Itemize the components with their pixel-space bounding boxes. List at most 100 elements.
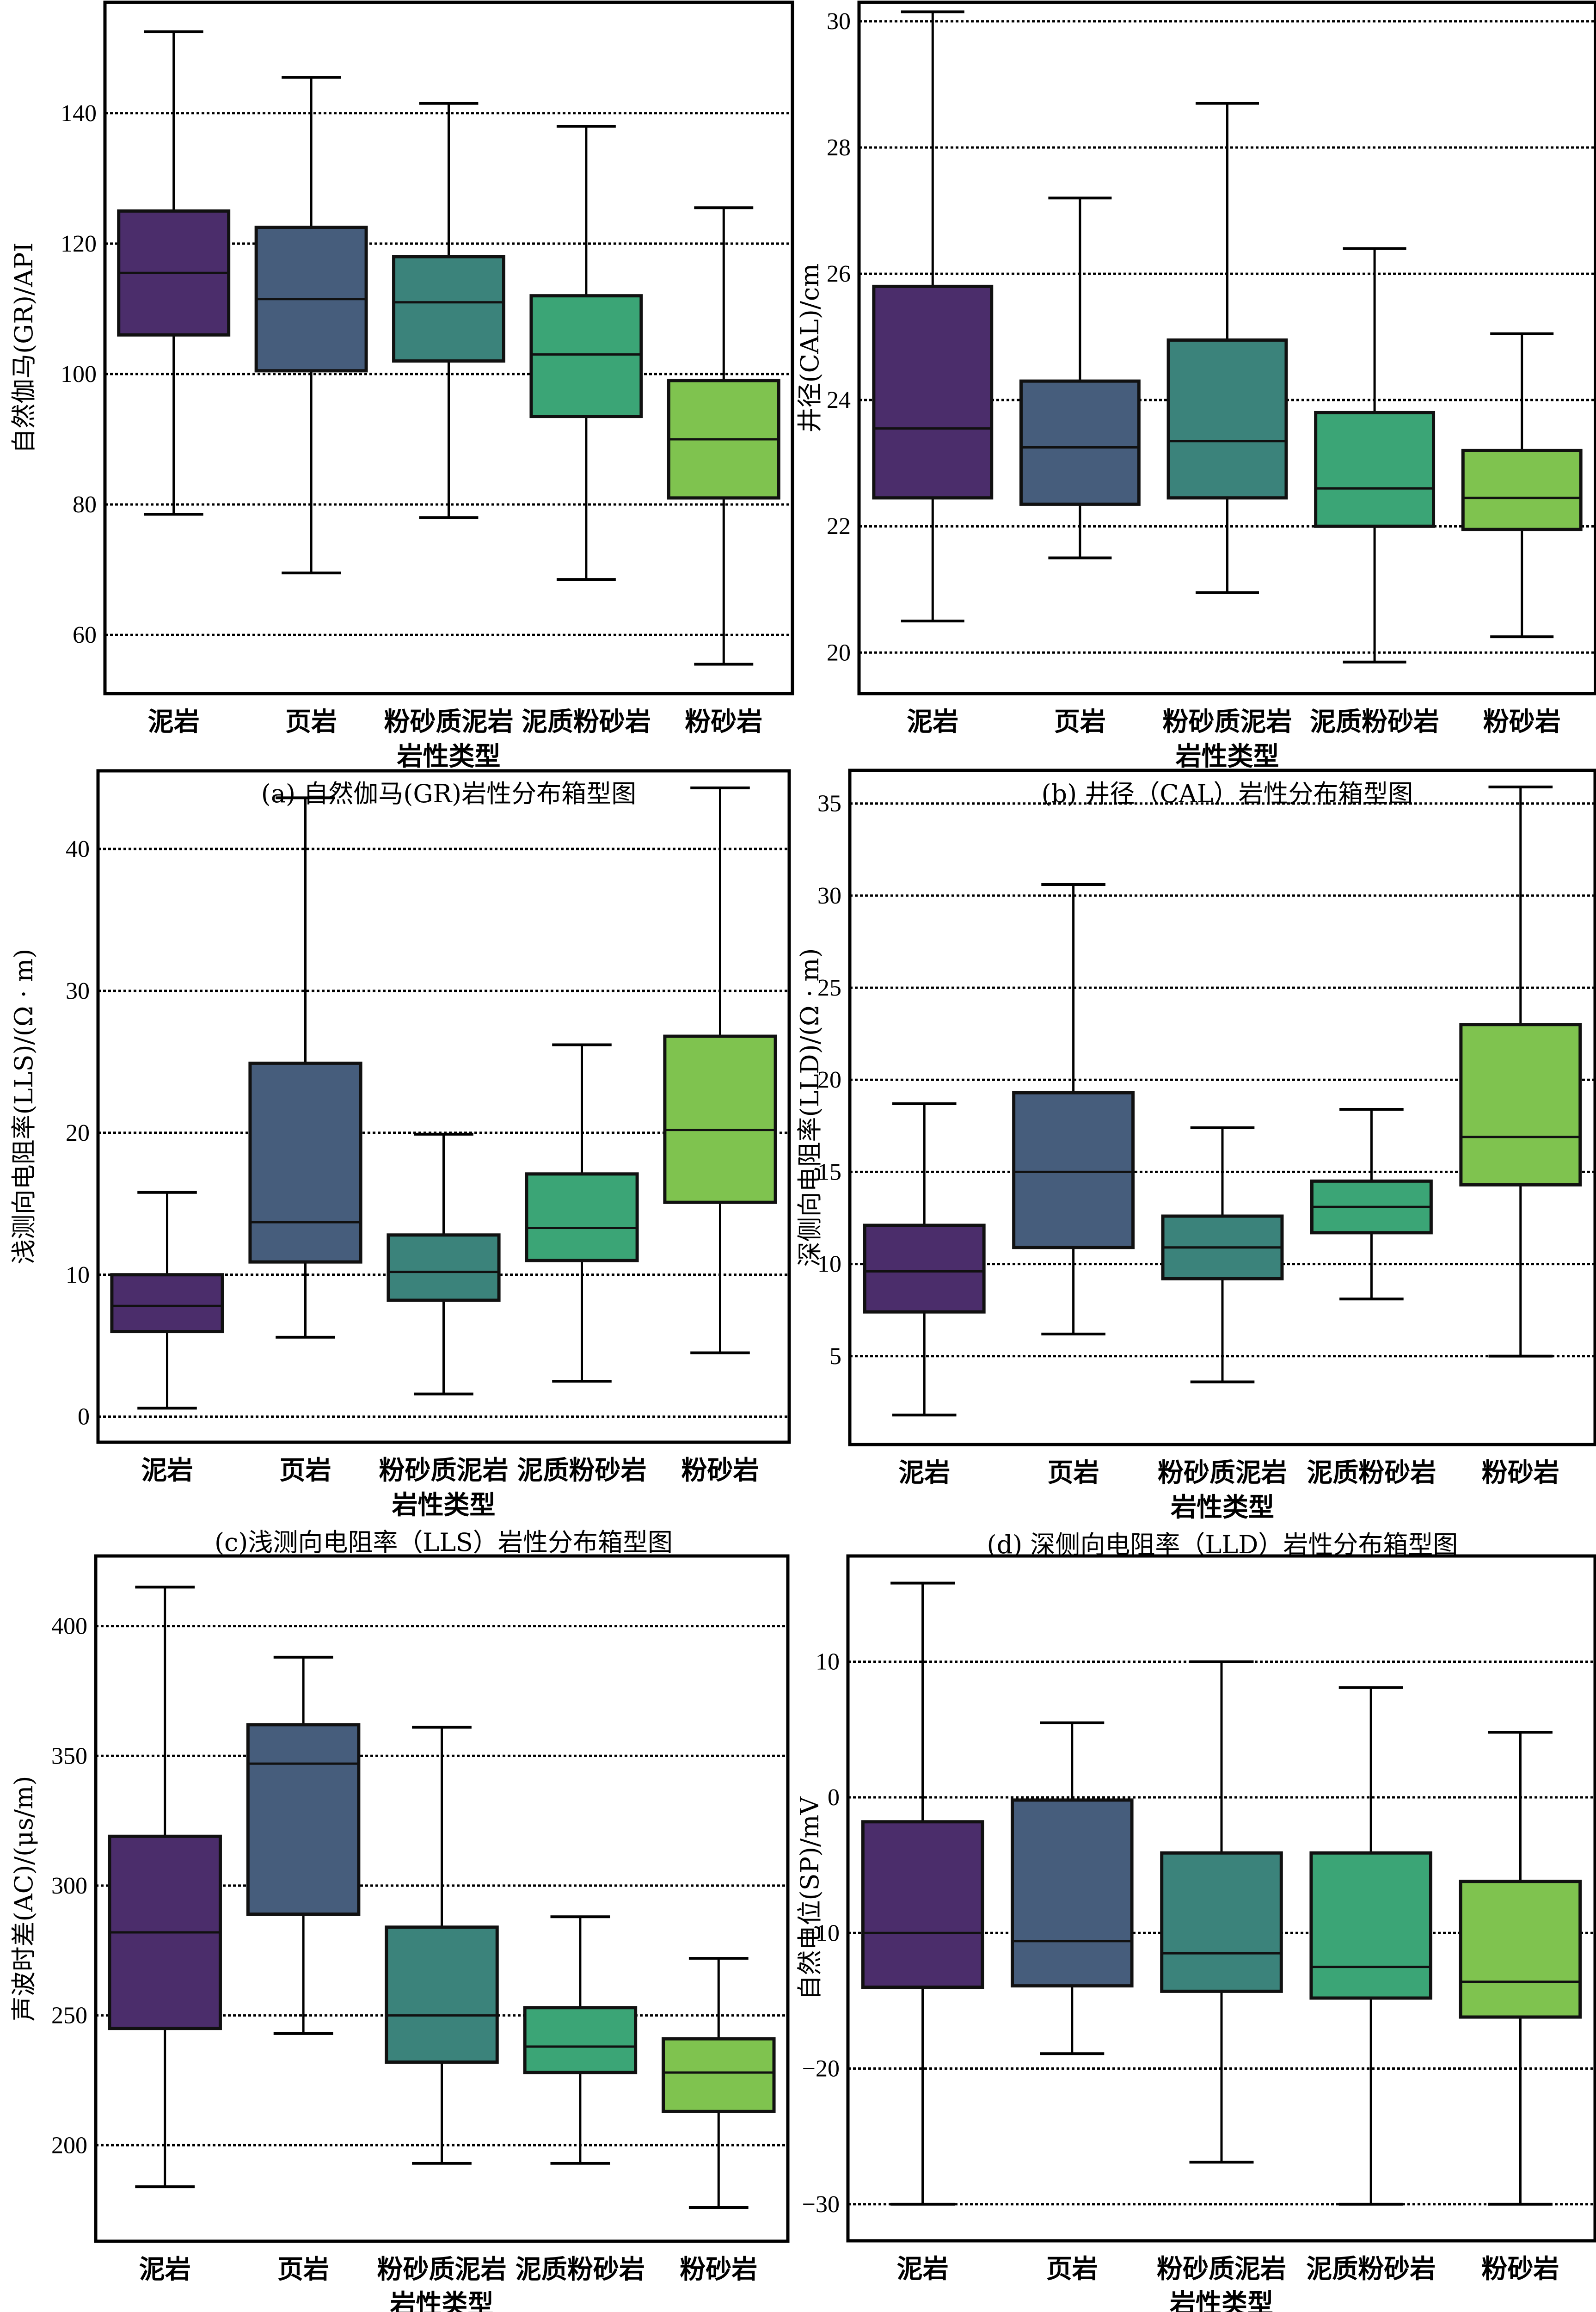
y-tick-label: 10 [817,1251,841,1278]
x-tick-label: 泥岩 [139,2255,191,2285]
y-tick-label: 26 [827,261,851,287]
box-3 [523,1915,638,2165]
x-tick-label: 泥质粉砂岩 [1306,2254,1436,2284]
y-tick-label: 400 [51,1613,87,1640]
y-tick-label: 35 [817,791,841,817]
plot-frame [846,1554,1596,2243]
iqr-box [662,2037,776,2113]
box-3 [1310,1107,1433,1301]
x-axis-title: 岩性类型 [1170,2289,1273,2312]
y-axis-title: 深侧向电阻率(LLD)/(Ω · m) [795,948,824,1267]
box-2 [1161,1126,1284,1384]
x-tick-label: 泥岩 [898,1458,950,1488]
box-1 [1012,883,1135,1335]
x-tick-label: 粉砂岩 [685,707,762,737]
iqr-box [385,1925,499,2064]
x-tick-label: 泥岩 [141,1456,193,1486]
y-tick-label: 30 [817,883,841,909]
iqr-box [1019,379,1141,506]
x-tick-label: 页岩 [285,707,337,737]
y-tick-label: 20 [817,1067,841,1093]
y-tick-label: 5 [829,1343,841,1370]
x-tick-label: 页岩 [1048,1458,1099,1488]
iqr-box [1309,1851,1432,2000]
iqr-box [529,294,643,418]
x-tick-label: 泥岩 [897,2254,949,2284]
iqr-box [1012,1091,1135,1249]
iqr-box [392,255,505,363]
box-0 [863,1102,986,1417]
iqr-box [248,1061,362,1264]
x-tick-label: 页岩 [1046,2254,1098,2284]
box-1 [1019,197,1141,560]
box-3 [1314,247,1436,664]
iqr-box [872,284,994,500]
box-4 [1459,1731,1582,2206]
box-2 [387,1132,501,1396]
iqr-box [1459,1023,1582,1187]
box-3 [1309,1686,1432,2206]
x-tick-label: 粉砂质泥岩 [1158,1458,1287,1488]
x-tick-label: 粉砂质泥岩 [1157,2254,1286,2284]
iqr-box [863,1224,986,1314]
y-tick-label: 20 [827,639,851,666]
box-0 [108,1586,222,2189]
iqr-box [663,1034,777,1204]
x-tick-label: 粉砂质泥岩 [1163,707,1292,737]
x-tick-label: 粉砂质泥岩 [377,2255,507,2285]
box-0 [872,10,994,622]
y-tick-label: −30 [802,2191,840,2218]
iqr-box [1011,1798,1134,1988]
iqr-box [1459,1880,1582,2019]
plot-frame [94,1554,790,2243]
iqr-box [246,1723,361,1916]
iqr-box [387,1233,501,1302]
y-tick-label: 80 [73,492,97,518]
y-axis-title: 浅测向电阻率(LLS)/(Ω · m) [9,949,38,1265]
box-1 [254,76,368,575]
x-tick-label: 页岩 [1054,707,1106,737]
x-tick-label: 泥质粉砂岩 [1307,1458,1436,1488]
y-tick-label: 250 [51,2003,87,2029]
x-tick-label: 泥岩 [907,707,958,737]
iqr-box [1166,338,1288,500]
chart-caption: (a) 自然伽马(GR)岩性分布箱型图 [261,779,636,808]
y-tick-label: 22 [827,513,851,540]
y-tick-label: 20 [66,1120,90,1146]
y-tick-label: 350 [51,1743,87,1769]
y-tick-label: 140 [61,100,97,127]
y-tick-label: 15 [817,1159,841,1185]
y-tick-label: 60 [73,622,97,648]
x-tick-label: 页岩 [280,1456,331,1486]
plot-frame [103,0,794,695]
iqr-box [525,1172,639,1262]
x-axis-title: 岩性类型 [390,2289,494,2312]
y-tick-label: 300 [51,1873,87,1899]
box-2 [392,102,505,519]
x-axis-title: 岩性类型 [1171,1493,1274,1523]
x-tick-label: 粉砂岩 [1483,707,1561,737]
y-tick-label: 10 [816,1649,840,1675]
plot-frame [857,0,1596,695]
y-axis-title: 声波时差(AC)/(μs/m) [9,1776,38,2022]
y-tick-label: 200 [51,2132,87,2158]
y-tick-label: 120 [61,231,97,257]
box-3 [525,1043,639,1383]
box-4 [1461,332,1583,639]
x-tick-label: 泥质粉砂岩 [517,1456,647,1486]
y-tick-label: −10 [802,1920,840,1946]
box-1 [246,1655,361,2035]
x-axis-title: 岩性类型 [392,1490,496,1520]
iqr-box [861,1820,984,1989]
y-tick-label: 10 [66,1262,90,1288]
y-tick-label: 24 [827,387,851,413]
box-3 [529,124,643,581]
box-2 [1166,102,1288,594]
box-1 [1011,1721,1134,2055]
box-4 [663,786,777,1354]
box-4 [667,206,780,666]
